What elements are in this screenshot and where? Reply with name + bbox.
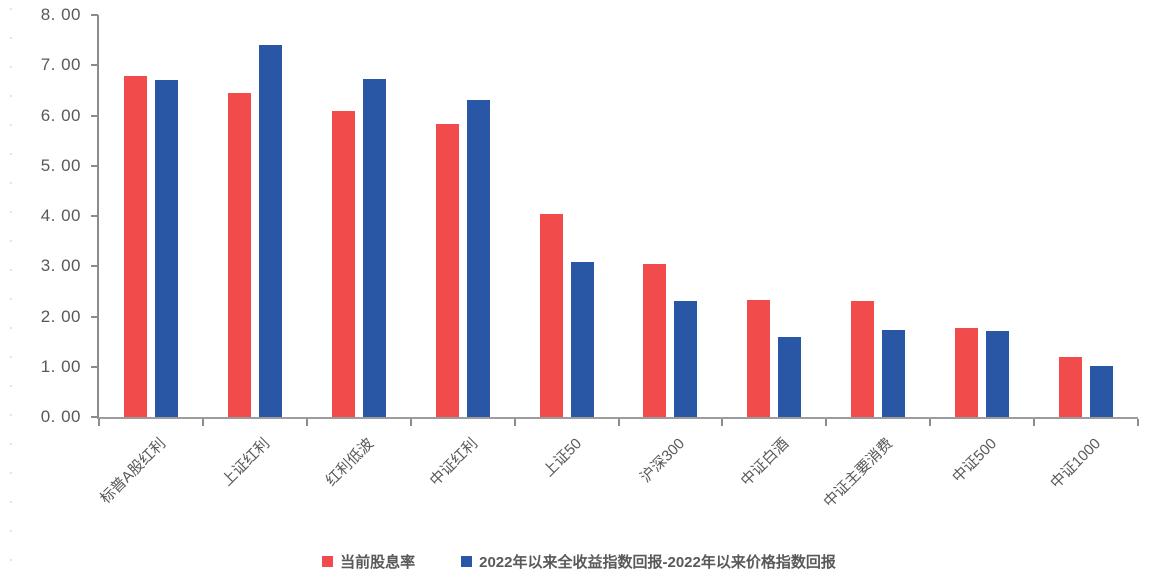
bar-blue (362, 78, 386, 417)
legend-item-return-diff: 2022年以来全收益指数回报-2022年以来价格指数回报 (461, 551, 836, 572)
bar-group (619, 15, 723, 417)
bar-blue (570, 262, 594, 417)
y-axis-tick-label: 5. 00 (40, 155, 81, 175)
bar-red (331, 110, 355, 417)
y-axis-tick-label: 0. 00 (40, 407, 81, 426)
x-axis-tick (201, 419, 204, 426)
bar-red (643, 263, 667, 417)
bar-red (1059, 357, 1083, 417)
legend-label: 2022年以来全收益指数回报-2022年以来价格指数回报 (479, 554, 836, 571)
x-axis-category-label: 上证红利 (218, 435, 273, 490)
x-axis-category-label: 中证500 (949, 435, 1001, 487)
bar-red (851, 301, 875, 417)
y-axis-tick (91, 14, 98, 16)
x-axis-tick (305, 419, 308, 426)
x-axis-tick (825, 419, 828, 426)
y-axis-tick-label: 7. 00 (40, 55, 81, 75)
y-axis-tick-label: 1. 00 (40, 356, 81, 376)
legend-label: 当前股息率 (340, 554, 416, 571)
y-axis-tick (91, 114, 98, 117)
x-axis-tick (929, 419, 932, 426)
x-axis-category-label: 中证主要消费 (820, 435, 897, 511)
legend: 当前股息率 2022年以来全收益指数回报-2022年以来价格指数回报 (0, 551, 1158, 572)
y-axis-tick (91, 416, 98, 418)
bar-group (826, 15, 930, 417)
bar-group (930, 15, 1034, 417)
y-axis-tick (91, 265, 98, 268)
y-axis-tick (91, 215, 98, 217)
bar-blue (986, 330, 1010, 417)
y-axis-tick-label: 4. 00 (40, 206, 81, 225)
legend-swatch-red (322, 556, 334, 567)
x-axis-tick (409, 419, 412, 426)
x-axis-tick (513, 419, 516, 426)
x-axis-category-label: 沪深300 (637, 435, 689, 487)
bar-group (99, 15, 203, 417)
x-axis-tick (1033, 419, 1036, 426)
bar-group (411, 15, 515, 417)
y-axis-tick (91, 315, 98, 318)
bar-red (955, 327, 979, 417)
x-axis-tick (617, 419, 620, 426)
x-axis-category-label: 红利低波 (322, 435, 377, 490)
bar-group (203, 15, 307, 417)
x-axis-tick (1137, 419, 1139, 426)
decorative-dots (10, 8, 12, 570)
bar-group (1034, 15, 1138, 417)
y-axis-tick-label: 3. 00 (40, 256, 81, 276)
bar-red (539, 213, 563, 417)
y-axis-tick-label: 8. 00 (40, 5, 81, 24)
y-axis-tick (91, 164, 98, 167)
x-axis-category-label: 中证1000 (1047, 435, 1105, 492)
bar-blue (258, 45, 282, 417)
bar-blue (778, 336, 802, 417)
bar-blue (154, 80, 178, 417)
bar-blue (466, 99, 490, 417)
bar-group (515, 15, 619, 417)
bar-group (307, 15, 411, 417)
y-axis-tick-label: 6. 00 (40, 105, 81, 125)
x-axis-category-label: 中证红利 (426, 435, 481, 490)
y-axis-tick (91, 64, 98, 67)
y-axis-tick (91, 365, 98, 368)
x-axis-category-label: 中证白酒 (738, 435, 793, 490)
bar-group (722, 15, 826, 417)
legend-item-dividend-yield: 当前股息率 (322, 551, 415, 572)
bar-red (123, 76, 147, 417)
x-axis-tick (721, 419, 724, 426)
bar-red (747, 299, 771, 417)
bar-red (227, 92, 251, 417)
bar-blue (882, 330, 906, 417)
legend-swatch-blue (461, 556, 473, 567)
x-axis-category-label: 标普A股红利 (96, 435, 170, 508)
x-axis-category-label: 上证50 (539, 435, 585, 481)
bar-red (435, 123, 459, 417)
bar-blue (1090, 365, 1114, 417)
bar-blue (674, 300, 698, 417)
y-axis-tick-label: 2. 00 (40, 306, 81, 326)
x-axis-tick (98, 419, 100, 426)
plot-area: 0. 00 1. 00 2. 00 3. 00 4. 00 5. 00 6. 00 7. 00… (41, 5, 1139, 426)
